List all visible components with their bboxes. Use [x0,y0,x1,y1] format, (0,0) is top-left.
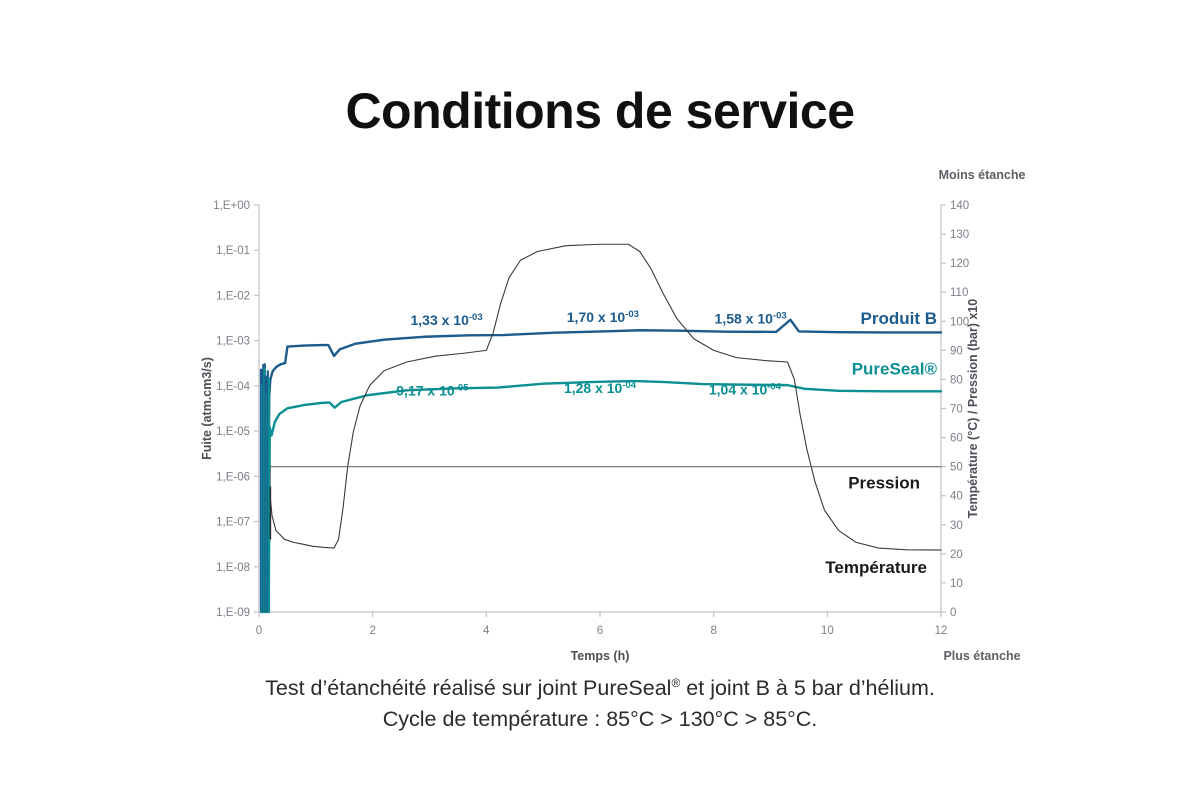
y-tick-label-right: 100 [950,316,969,328]
series-line [260,378,943,614]
y-tick-label-right: 110 [950,287,968,299]
x-tick-label: 6 [597,625,603,637]
x-axis-title: Temps (h) [571,649,630,663]
axes-layer: 1,E+00 1,E-01 1,E-02 1,E-03 1,E-04 1,E-05 1,E-… [200,168,1025,663]
leak-test-chart: 1,E+00 1,E-01 1,E-02 1,E-03 1,E-04 1,E-05 1,E-… [0,155,1200,665]
y-tick-label-right: 60 [950,433,963,445]
y-tick-label-right: 70 [950,404,963,416]
annotation-mantissa: 9,17 x 10 [396,382,455,398]
y-axis-title-right: Température (°C) / Pression (bar) x10 [966,299,980,518]
y-tick-label-left: 1,E-09 [216,607,250,619]
y-tick-label-right: 20 [950,549,963,561]
x-tick-label: 2 [369,625,375,637]
annotation-exponent: -03 [773,310,787,321]
y-tick-label-left: 1,E-05 [216,426,250,438]
y-tick-label-right: 130 [950,229,969,241]
caption-line-2: Cycle de température : 85°C > 130°C > 85… [382,707,818,732]
x-tick-label: 10 [821,625,834,637]
y-tick-label-right: 30 [950,520,963,532]
registered-mark: ® [671,676,681,690]
series-line [268,466,942,613]
series-line [268,243,942,551]
x-tick-label: 12 [935,625,948,637]
note-moins-etanche: Moins étanche [939,168,1026,182]
annotation-exponent: -04 [767,382,781,393]
annotation-exponent: -04 [622,380,636,391]
page-title: Conditions de service [345,83,855,139]
chart-caption: Test d’étanchéité réalisé sur joint Pure… [0,668,1200,735]
x-tick-label: 4 [483,625,490,637]
x-tick-label: 0 [256,625,262,637]
data-annotation: 9,17 x 10-05 [396,382,469,398]
y-tick-label-left: 1,E-07 [216,517,250,529]
labels-layer: Produit B PureSeal® Pression Température 1,3… [396,309,937,577]
y-tick-label-left: 1,E-01 [216,245,250,257]
data-annotation: 1,04 x 10-04 [709,382,782,398]
annotation-exponent: -03 [625,309,639,320]
annotation-exponent: -03 [469,312,483,323]
data-annotation: 1,58 x 10-03 [715,310,787,326]
y-tick-label-left: 1,E+00 [213,200,250,212]
y-tick-label-right: 40 [950,491,963,503]
y-tick-label-left: 1,E-08 [216,562,250,574]
data-annotation: 1,33 x 10-03 [410,312,482,328]
annotation-mantissa: 1,28 x 10 [564,380,623,396]
annotation-mantissa: 1,04 x 10 [709,382,768,398]
y-tick-label-right: 0 [950,607,956,619]
y-tick-label-left: 1,E-03 [216,336,250,348]
y-tick-label-right: 50 [950,462,963,474]
series-label-pression: Pression [848,474,920,493]
caption-line-1-pre: Test d’étanchéité réalisé sur joint Pure… [265,676,672,701]
y-tick-label-left: 1,E-06 [216,471,250,483]
x-tick-label: 8 [710,625,716,637]
y-tick-label-left: 1,E-04 [216,381,250,393]
series-label-produit-b: Produit B [861,309,938,328]
data-annotation: 1,70 x 10-03 [567,309,639,325]
data-annotation: 1,28 x 10-04 [564,380,637,396]
y-tick-label-right: 140 [950,200,969,212]
caption-line-1-post: et joint B à 5 bar d’hélium. [680,676,935,701]
y-tick-label-left: 1,E-02 [216,290,250,302]
y-tick-label-right: 10 [950,578,963,590]
series-label-temperature: Température [825,558,927,577]
annotation-exponent: -05 [455,382,469,393]
chart-svg: 1,E+00 1,E-01 1,E-02 1,E-03 1,E-04 1,E-05 1,E-… [200,168,1025,663]
y-tick-label-right: 90 [950,345,963,357]
y-axis-title-left: Fuite (atm.cm3/s) [200,357,214,460]
note-plus-etanche: Plus étanche [943,649,1020,663]
y-tick-label-right: 120 [950,258,969,270]
caption-line-1: Test d’étanchéité réalisé sur joint Pure… [0,668,1200,704]
annotation-mantissa: 1,33 x 10 [410,312,469,328]
y-tick-label-right: 80 [950,374,963,386]
annotation-mantissa: 1,70 x 10 [567,309,626,325]
annotation-mantissa: 1,58 x 10 [715,310,774,326]
series-label-pureseal: PureSeal® [852,360,938,379]
series-layer [259,243,943,614]
